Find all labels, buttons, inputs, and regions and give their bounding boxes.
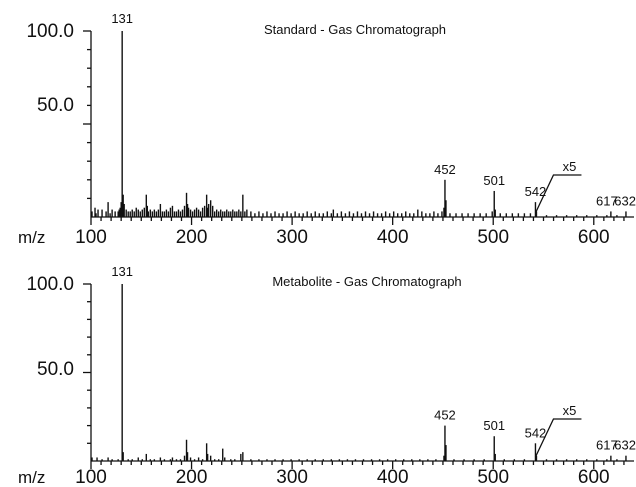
x-tick-label-400: 400	[377, 467, 409, 487]
peak-label-542: 542	[525, 184, 547, 199]
y-tick-label-100: 100.0	[26, 21, 74, 42]
y-tick-label-50: 50.0	[37, 95, 74, 116]
peak-label-501: 501	[483, 418, 505, 433]
x-tick-label-100: 100	[75, 467, 107, 487]
magnification-indicator: x5	[534, 159, 582, 214]
y-tick-label-50: 50.0	[37, 359, 74, 380]
panel-title: Standard - Gas Chromatograph	[264, 22, 446, 37]
magnification-line	[534, 418, 582, 458]
axes	[83, 283, 634, 469]
x-tick-label-300: 300	[276, 467, 308, 487]
peak-label-617: 617	[596, 193, 618, 208]
peak-label-632: 632	[614, 438, 636, 453]
x-tick-labels: 100 200 300 400 500 600	[75, 467, 609, 487]
metabolite-spectrum-panel: Metabolite - Gas Chromatograph 100.0 50.…	[18, 264, 636, 487]
x-tick-label-600: 600	[578, 467, 610, 487]
x-tick-label-200: 200	[176, 227, 208, 248]
x-tick-label-500: 500	[477, 227, 509, 248]
x-tick-label-600: 600	[578, 227, 610, 248]
x-tick-label-200: 200	[176, 467, 208, 487]
panel-title: Metabolite - Gas Chromatograph	[272, 274, 461, 289]
magnification-label: x5	[563, 403, 577, 418]
y-tick-label-100: 100.0	[26, 274, 74, 295]
axes	[83, 30, 634, 225]
magnification-indicator: x5	[534, 403, 582, 458]
peak-label-617: 617	[596, 438, 618, 453]
peak-label-452: 452	[434, 162, 456, 177]
peak-label-452: 452	[434, 408, 456, 423]
x-tick-label-100: 100	[75, 227, 107, 248]
x-tick-label-500: 500	[477, 467, 509, 487]
peak-label-542: 542	[525, 425, 547, 440]
x-tick-labels: 100 200 300 400 500 600	[75, 227, 609, 248]
peak-label-131: 131	[111, 11, 133, 26]
peak-label-501: 501	[483, 173, 505, 188]
standard-spectrum-panel: Standard - Gas Chromatograph 100.0 50.0 …	[18, 11, 636, 248]
x-axis-label: m/z	[18, 468, 45, 487]
x-axis-label: m/z	[18, 228, 45, 247]
x-tick-label-400: 400	[377, 227, 409, 248]
peak-label-131: 131	[111, 264, 133, 279]
peak-label-632: 632	[614, 193, 636, 208]
magnification-line	[534, 174, 582, 214]
x-tick-label-300: 300	[276, 227, 308, 248]
magnification-label: x5	[563, 159, 577, 174]
